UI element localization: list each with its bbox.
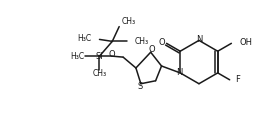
Text: F: F — [235, 75, 241, 84]
Text: OH: OH — [239, 38, 252, 47]
Text: O: O — [148, 45, 155, 54]
Text: S: S — [137, 82, 142, 91]
Text: CH₃: CH₃ — [121, 17, 135, 26]
Text: CH₃: CH₃ — [135, 37, 149, 46]
Text: H₃C: H₃C — [70, 52, 84, 61]
Text: N: N — [196, 35, 202, 44]
Text: H₃C: H₃C — [77, 34, 92, 43]
Text: N: N — [176, 68, 182, 77]
Text: CH₃: CH₃ — [92, 69, 106, 78]
Text: O: O — [158, 38, 165, 47]
Text: O: O — [109, 50, 116, 59]
Text: Si: Si — [96, 52, 103, 61]
